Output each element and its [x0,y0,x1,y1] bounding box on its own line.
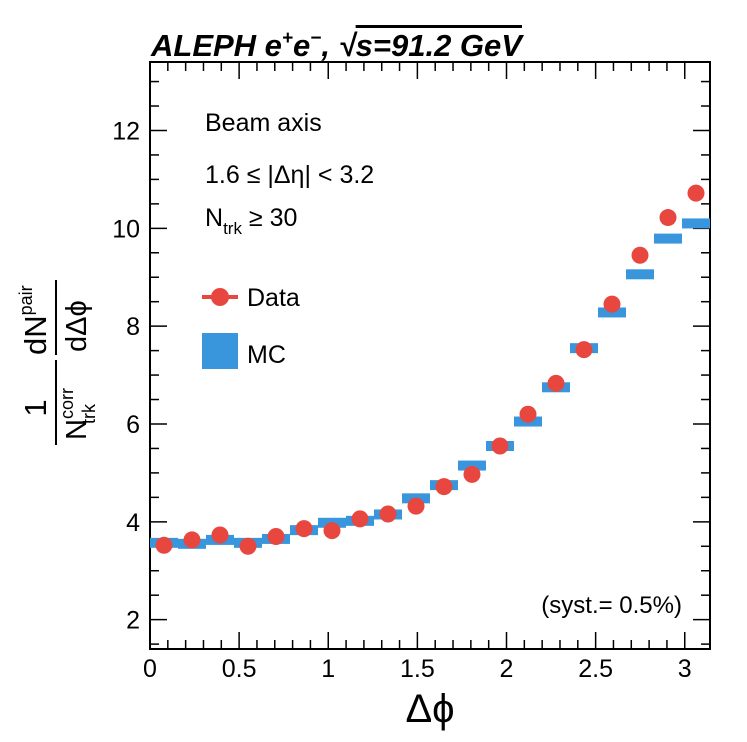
mc-series [149,218,711,549]
y-tick-label: 4 [126,509,140,537]
data-point [295,520,313,538]
mc-bin [682,218,711,229]
data-point [603,295,621,313]
y-title-numerator: dNpair [16,285,53,355]
data-point [491,437,509,455]
data-point [631,246,649,264]
systematic-label: (syst.= 0.5%) [541,592,682,619]
data-point [519,405,537,423]
y-title-dphi: dΔϕ [61,300,93,352]
x-tick-label: 2 [500,655,514,683]
y-tick-label: 8 [126,313,140,341]
data-point [687,184,705,202]
data-point [183,531,201,549]
x-tick-label: 2.5 [578,655,613,683]
axis-ticks [149,62,710,649]
ntrk-label: Ntrk ≥ 30 [205,204,297,238]
x-tick-label: 0 [143,655,157,683]
plot-frame [149,61,711,650]
data-point [351,510,369,528]
data-point [463,465,481,483]
data-point [267,527,285,545]
x-axis-title: Δϕ [405,687,454,731]
legend: Data MC [202,284,300,369]
eta-range-label: 1.6 ≤ |Δη| < 3.2 [205,161,374,189]
legend-data-label: Data [247,284,300,312]
chart-title: ALEPH e+e−, √s=91.2 GeV [151,28,522,63]
mc-bin [457,460,486,471]
y-tick-label: 2 [126,607,140,635]
data-point [379,505,397,523]
y-tick-label: 6 [126,411,140,439]
data-point [239,537,257,555]
y-axis-title: 1 Ncorr trk dNpair dΔϕ [16,280,99,445]
x-tick-label: 1.5 [400,655,435,683]
legend-data-marker [211,288,229,306]
legend-mc-label: MC [247,341,286,369]
y-title-one: 1 [18,399,53,416]
beam-axis-label: Beam axis [205,109,322,137]
data-point [575,341,593,359]
y-title-denominator: Ncorr trk [57,388,99,440]
data-point [659,209,677,227]
mc-bin [626,269,654,280]
data-point [211,526,229,544]
data-point [407,497,425,515]
data-point [435,478,453,496]
x-tick-label: 1 [321,655,335,683]
tick-labels: 0 0.5 1 1.5 2 2.5 3 2 4 6 8 10 12 [112,117,692,683]
data-series [155,184,705,555]
mc-bin [654,233,683,244]
y-tick-label: 12 [112,117,140,145]
data-point [155,536,173,554]
legend-mc-swatch [202,333,238,369]
data-point [547,374,565,392]
data-point [323,522,341,540]
x-tick-label: 0.5 [222,655,257,683]
x-tick-label: 3 [678,655,692,683]
y-tick-label: 10 [112,215,140,243]
